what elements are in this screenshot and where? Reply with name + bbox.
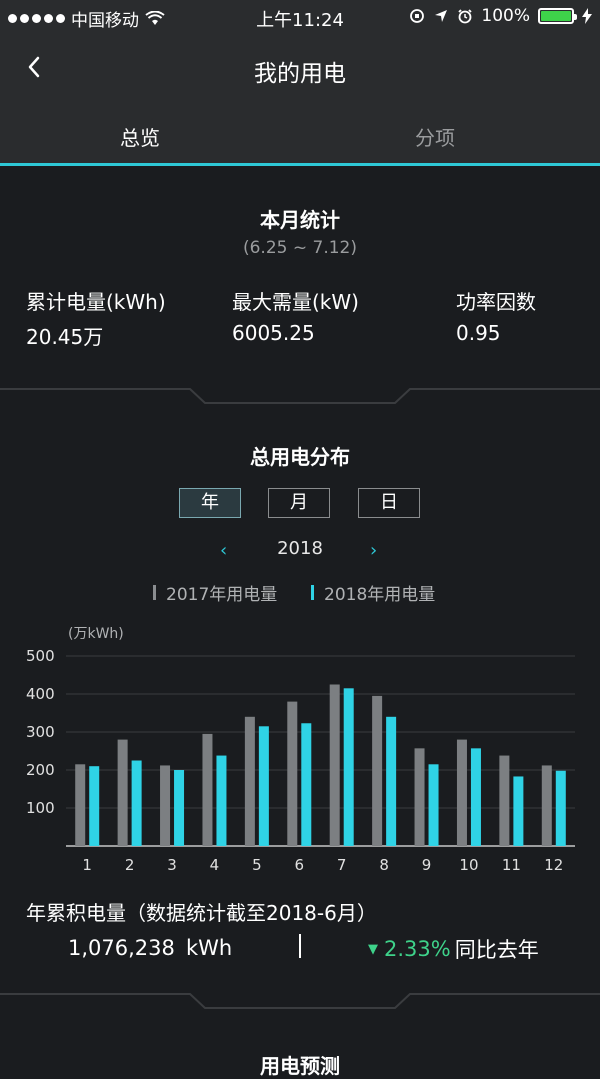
bar-2017-month-1 bbox=[75, 764, 86, 846]
x-tick-label: 10 bbox=[459, 856, 478, 874]
x-tick-label: 2 bbox=[125, 856, 135, 874]
rotation-lock-icon bbox=[410, 9, 425, 23]
bar-2017-month-4 bbox=[202, 733, 213, 846]
bar-2018-month-6 bbox=[301, 723, 312, 846]
distribution-title: 总用电分布 bbox=[250, 445, 350, 469]
x-tick-label: 5 bbox=[252, 856, 262, 874]
stat-value-power-factor: 0.95 bbox=[456, 321, 501, 345]
y-tick-label: 100 bbox=[26, 799, 55, 817]
section-divider-2 bbox=[0, 993, 600, 1009]
carrier-label: 中国移动 bbox=[71, 11, 139, 31]
x-tick-label: 6 bbox=[295, 856, 305, 874]
x-tick-label: 1 bbox=[82, 856, 92, 874]
prev-year-chevron-icon[interactable]: ‹ bbox=[220, 540, 228, 561]
annual-change-pct: 2.33% bbox=[384, 937, 451, 961]
bar-2017-month-5 bbox=[244, 716, 255, 846]
y-tick-label: 500 bbox=[26, 647, 55, 665]
stat-label-power-factor: 功率因数 bbox=[456, 290, 536, 314]
back-chevron-icon[interactable] bbox=[20, 52, 50, 82]
x-tick-label: 12 bbox=[544, 856, 563, 874]
legend-item-2017: 2017年用电量 bbox=[153, 580, 277, 605]
tab-indicator bbox=[0, 163, 600, 166]
bar-2018-month-11 bbox=[513, 776, 524, 846]
bar-2018-month-3 bbox=[174, 770, 185, 846]
section-divider bbox=[0, 388, 600, 404]
bar-2018-month-12 bbox=[555, 770, 566, 846]
segment-day[interactable]: 日 bbox=[358, 488, 420, 518]
legend-item-2018: 2018年用电量 bbox=[311, 580, 435, 605]
status-right: 100% bbox=[409, 6, 592, 26]
bar-2018-month-10 bbox=[470, 748, 481, 846]
x-tick-label: 8 bbox=[379, 856, 389, 874]
stat-value-energy: 20.45万 bbox=[26, 325, 104, 349]
monthly-title: 本月统计 bbox=[260, 208, 340, 232]
x-tick-label: 11 bbox=[502, 856, 521, 874]
nav-bar: 我的用电 bbox=[0, 34, 600, 104]
battery-icon bbox=[538, 8, 577, 24]
bar-2017-month-8 bbox=[372, 695, 383, 846]
bar-2017-month-9 bbox=[414, 748, 425, 846]
annual-value: 1,076,238 bbox=[68, 936, 175, 960]
bar-2018-month-5 bbox=[258, 726, 269, 846]
status-left: 中国移动 bbox=[8, 6, 165, 31]
legend-swatch-2017 bbox=[153, 585, 156, 600]
annual-unit: kWh bbox=[186, 936, 233, 960]
bar-2018-month-9 bbox=[428, 764, 439, 846]
annual-separator bbox=[299, 934, 301, 958]
y-tick-label: 300 bbox=[26, 723, 55, 741]
forecast-title: 用电预测 bbox=[260, 1054, 340, 1078]
status-time: 上午11:24 bbox=[256, 10, 344, 31]
bar-2017-month-6 bbox=[287, 701, 298, 846]
tab-overview[interactable]: 总览 bbox=[120, 126, 160, 150]
annual-change: ▼ 2.33% 同比去年 bbox=[368, 934, 539, 964]
bar-2017-month-7 bbox=[329, 684, 340, 846]
legend-swatch-2018 bbox=[311, 585, 314, 600]
tab-categories[interactable]: 分项 bbox=[415, 126, 455, 150]
page-title: 我的用电 bbox=[254, 61, 346, 87]
bar-2018-month-8 bbox=[386, 716, 397, 846]
battery-percent: 100% bbox=[481, 6, 530, 26]
bar-2017-month-3 bbox=[160, 765, 171, 846]
year-label: 2018 bbox=[277, 538, 323, 559]
wifi-icon bbox=[145, 10, 165, 25]
y-tick-label: 200 bbox=[26, 761, 55, 779]
location-icon bbox=[435, 10, 448, 22]
charging-icon bbox=[582, 8, 592, 24]
chart-unit-label: (万kWh) bbox=[68, 626, 124, 642]
annual-comparison-label: 同比去年 bbox=[454, 938, 539, 962]
stat-label-demand: 最大需量(kW) bbox=[232, 290, 359, 314]
bar-2017-month-11 bbox=[499, 755, 510, 846]
bar-2018-month-1 bbox=[89, 766, 100, 846]
annual-title: 年累积电量（数据统计截至2018-6月） bbox=[26, 901, 377, 925]
x-tick-label: 7 bbox=[337, 856, 347, 874]
alarm-icon bbox=[458, 9, 473, 24]
next-year-chevron-icon[interactable]: › bbox=[370, 540, 378, 561]
bar-2018-month-2 bbox=[131, 760, 142, 846]
tab-bar: 总览 分项 bbox=[0, 104, 600, 166]
x-tick-label: 3 bbox=[167, 856, 177, 874]
bar-2018-month-4 bbox=[216, 755, 227, 846]
monthly-range: (6.25 ~ 7.12) bbox=[242, 238, 358, 258]
bar-2017-month-12 bbox=[541, 765, 552, 846]
signal-dots-icon bbox=[8, 14, 65, 23]
legend-label-2017: 2017年用电量 bbox=[166, 585, 278, 605]
legend-label-2018: 2018年用电量 bbox=[324, 585, 436, 605]
bar-2018-month-7 bbox=[343, 688, 354, 846]
bar-2017-month-10 bbox=[456, 739, 467, 846]
stat-label-energy: 累计电量(kWh) bbox=[26, 290, 166, 314]
x-tick-label: 4 bbox=[210, 856, 220, 874]
stat-value-demand: 6005.25 bbox=[232, 321, 315, 345]
segment-month[interactable]: 月 bbox=[268, 488, 330, 518]
segment-year[interactable]: 年 bbox=[179, 488, 241, 518]
y-tick-label: 400 bbox=[26, 685, 55, 703]
bar-2017-month-2 bbox=[117, 739, 128, 846]
x-tick-label: 9 bbox=[422, 856, 432, 874]
status-bar: 中国移动 上午11:24 100% bbox=[0, 0, 600, 34]
down-triangle-icon: ▼ bbox=[368, 941, 378, 957]
